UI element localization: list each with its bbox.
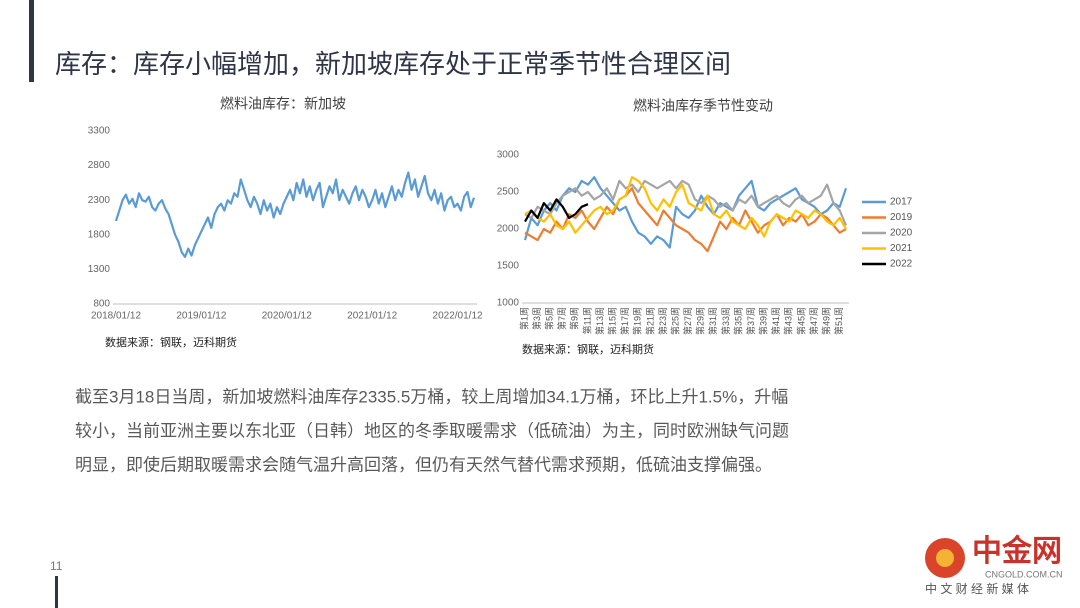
y-tick-label: 3300 [88,126,111,137]
logo-name: 中金网 [972,534,1062,568]
x-tick-label: 第35周 [732,307,743,335]
accent-bar [29,0,34,82]
source-note: 数据来源：钢联，迈科期货 [105,335,237,349]
y-tick-label: 2000 [497,224,520,235]
x-tick-label: 第39周 [758,307,769,335]
data-line [114,171,476,259]
x-tick-label: 第51周 [833,307,844,335]
x-tick-label: 第23周 [657,307,668,335]
data-line [524,187,847,253]
x-tick-label: 第13周 [594,307,605,335]
y-tick-label: 1800 [88,229,111,240]
x-tick-label: 第7周 [556,307,567,330]
x-tick-label: 第19周 [632,307,643,335]
x-tick-label: 第37周 [745,307,756,335]
accent-bar [55,576,58,608]
x-tick-label: 2018/01/12 [91,311,141,322]
x-tick-label: 第11周 [581,307,592,334]
y-tick-label: 2800 [88,160,111,171]
x-tick-label: 第25周 [669,307,680,335]
x-tick-label: 2020/01/12 [262,311,312,322]
x-tick-label: 第21周 [644,307,655,335]
data-line [524,179,848,226]
y-tick-label: 1000 [497,298,520,309]
page-number: 11 [50,559,63,573]
legend-label: 2021 [890,243,913,254]
y-tick-label: 800 [93,299,110,310]
x-tick-label: 第49周 [820,307,831,335]
logo-slogan: 中 文 财 经 新 媒 体 [925,581,1029,596]
x-tick-label: 第5周 [544,307,555,330]
logo-icon [936,549,954,567]
legend-label: 2020 [890,228,913,239]
y-tick-label: 2300 [88,195,111,206]
legend-label: 2017 [890,197,913,208]
y-tick-label: 1500 [497,261,520,272]
paragraph-line: 截至3月18日当周，新加坡燃料油库存2335.5万桶，较上周增加34.1万桶，环… [75,387,788,406]
y-tick-label: 1300 [88,264,111,275]
x-tick-label: 2021/01/12 [347,311,397,322]
source-note: 数据来源：钢联，迈科期货 [522,342,654,356]
paragraph-line: 较小，当前亚洲主要以东北亚（日韩）地区的冬季取暖需求（低硫油）为主，同时欧洲缺气… [75,421,789,440]
x-tick-label: 第29周 [695,307,706,335]
slide-title: 库存：库存小幅增加，新加坡库存处于正常季节性合理区间 [55,49,731,79]
legend-label: 2022 [890,259,913,270]
data-line [524,176,847,238]
x-tick-label: 第27周 [682,307,693,335]
data-line [524,198,589,223]
x-tick-label: 第1周 [518,307,529,330]
data-line [523,176,848,249]
x-tick-label: 第9周 [569,307,580,330]
x-tick-label: 2022/01/12 [433,311,483,322]
logo-domain: CNGOLD.COM.CN [985,569,1063,579]
x-tick-label: 第47周 [808,307,819,335]
x-tick-label: 第3周 [531,307,542,330]
x-tick-label: 第31周 [707,307,718,335]
y-tick-label: 2500 [497,187,520,198]
y-tick-label: 3000 [497,150,520,161]
chart-title: 燃料油库存：新加坡 [220,96,346,112]
x-tick-label: 第17周 [619,307,630,335]
x-tick-label: 2019/01/12 [176,311,226,322]
chart-title: 燃料油库存季节性变动 [633,98,773,114]
x-tick-label: 第33周 [720,307,731,335]
x-tick-label: 第15周 [606,307,617,335]
x-tick-label: 第41周 [770,307,781,335]
paragraph-line: 明显，即使后期取暖需求会随气温升高回落，但仍有天然气替代需求预期，低硫油支撑偏强… [75,454,772,474]
legend-label: 2019 [890,212,913,223]
x-tick-label: 第43周 [783,307,794,335]
x-tick-label: 第45周 [795,307,806,335]
